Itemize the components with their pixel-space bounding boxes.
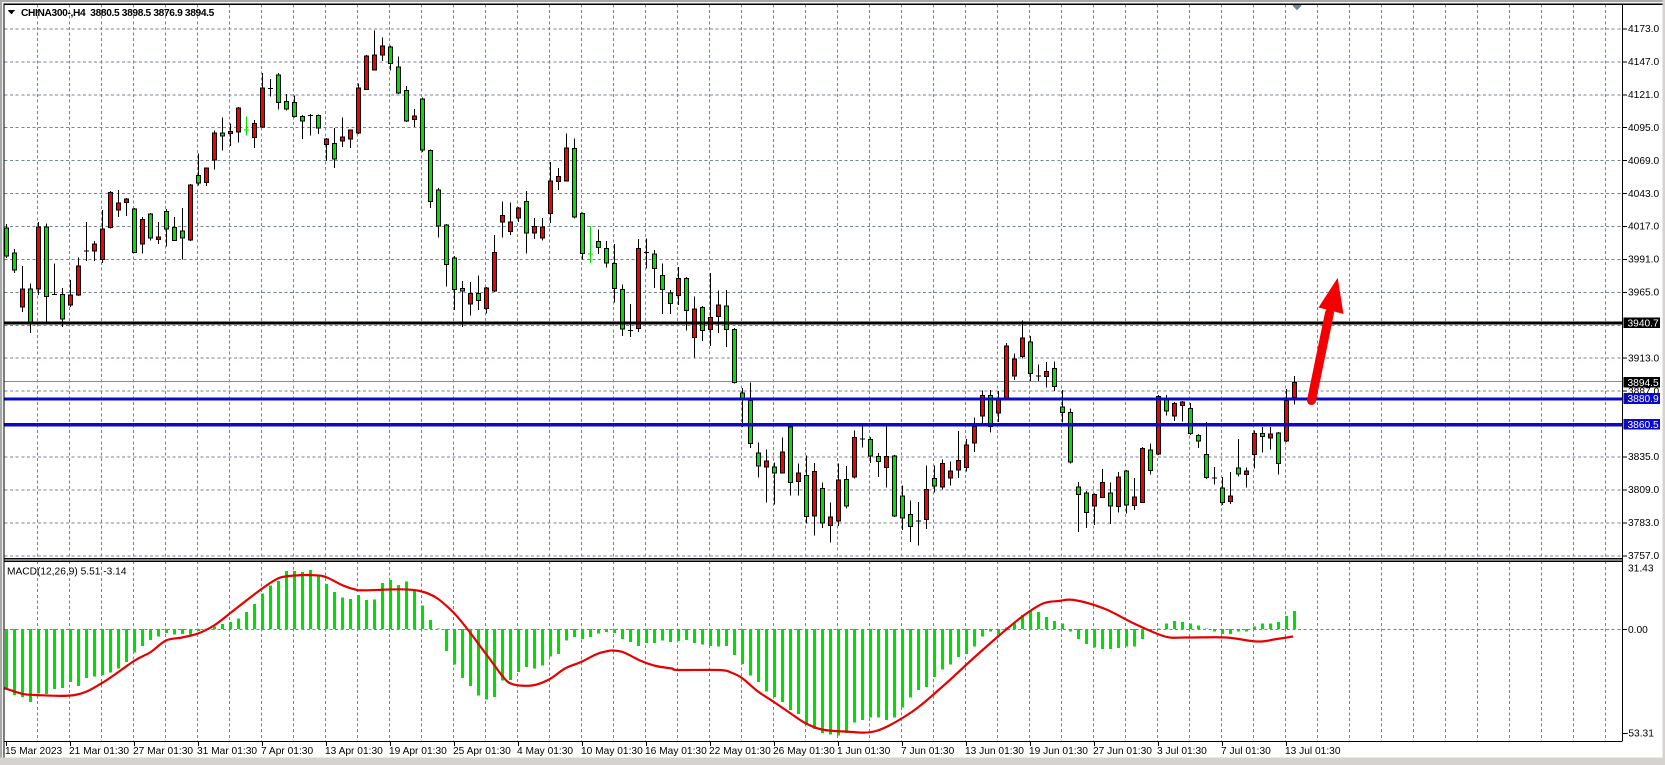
svg-text:19 Apr 01:30: 19 Apr 01:30 [389,746,447,757]
svg-text:3757.0: 3757.0 [1628,551,1659,562]
svg-text:3860.5: 3860.5 [1628,420,1659,431]
svg-text:3965.0: 3965.0 [1628,288,1659,299]
svg-text:4069.0: 4069.0 [1628,156,1659,167]
svg-text:15 Mar 2023: 15 Mar 2023 [5,746,63,757]
svg-text:4173.0: 4173.0 [1628,24,1659,35]
svg-text:4121.0: 4121.0 [1628,90,1659,101]
svg-text:3809.0: 3809.0 [1628,485,1659,496]
svg-text:3880.9: 3880.9 [1628,394,1659,405]
svg-text:3783.0: 3783.0 [1628,518,1659,529]
svg-text:3835.0: 3835.0 [1628,452,1659,463]
svg-text:3940.7: 3940.7 [1628,319,1659,330]
svg-text:3991.0: 3991.0 [1628,255,1659,266]
svg-text:4147.0: 4147.0 [1628,57,1659,68]
svg-text:16 May 01:30: 16 May 01:30 [645,746,707,757]
svg-text:-53.31: -53.31 [1625,729,1654,740]
svg-text:4043.0: 4043.0 [1628,189,1659,200]
svg-text:7 Jun 01:30: 7 Jun 01:30 [901,746,955,757]
svg-text:3 Jul 01:30: 3 Jul 01:30 [1157,746,1207,757]
svg-text:0.00: 0.00 [1628,625,1648,636]
svg-text:26 May 01:30: 26 May 01:30 [773,746,835,757]
svg-text:4095.0: 4095.0 [1628,123,1659,134]
svg-text:3894.5: 3894.5 [1628,378,1659,389]
svg-text:3913.0: 3913.0 [1628,353,1659,364]
svg-text:13 Apr 01:30: 13 Apr 01:30 [325,746,383,757]
svg-text:3887.0: 3887.0 [1628,386,1659,397]
svg-text:31 Mar 01:30: 31 Mar 01:30 [197,746,257,757]
svg-text:1 Jun 01:30: 1 Jun 01:30 [837,746,891,757]
svg-text:10 May 01:30: 10 May 01:30 [581,746,643,757]
svg-text:13 Jun 01:30: 13 Jun 01:30 [965,746,1024,757]
svg-text:21 Mar 01:30: 21 Mar 01:30 [69,746,129,757]
svg-text:CHINA300-,H4 3880.5 3898.5 38: CHINA300-,H4 3880.5 3898.5 3876.9 3894.5 [21,8,215,19]
svg-text:25 Apr 01:30: 25 Apr 01:30 [453,746,511,757]
svg-text:7 Jul 01:30: 7 Jul 01:30 [1221,746,1271,757]
svg-text:4017.0: 4017.0 [1628,222,1659,233]
svg-text:4 May 01:30: 4 May 01:30 [517,746,573,757]
svg-text:31.43: 31.43 [1628,564,1654,575]
svg-text:19 Jun 01:30: 19 Jun 01:30 [1029,746,1088,757]
svg-text:13 Jul 01:30: 13 Jul 01:30 [1285,746,1341,757]
svg-text:27 Jun 01:30: 27 Jun 01:30 [1093,746,1152,757]
svg-text:7 Apr 01:30: 7 Apr 01:30 [261,746,313,757]
svg-text:MACD(12,26,9) 5.51 -3.14: MACD(12,26,9) 5.51 -3.14 [7,567,127,578]
svg-text:22 May 01:30: 22 May 01:30 [709,746,771,757]
svg-text:27 Mar 01:30: 27 Mar 01:30 [133,746,193,757]
